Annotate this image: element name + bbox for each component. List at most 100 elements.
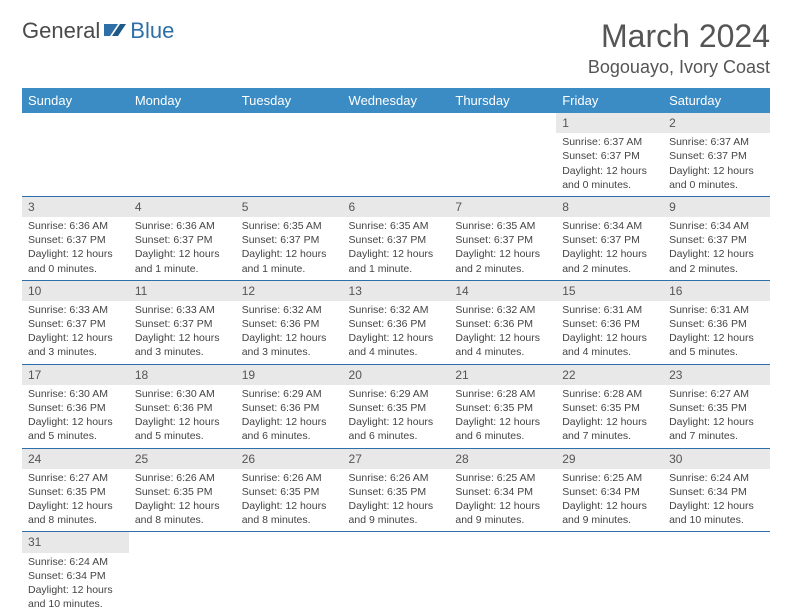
calendar-day-cell: 26Sunrise: 6:26 AMSunset: 6:35 PMDayligh…: [236, 448, 343, 532]
day-number: 30: [663, 449, 770, 469]
day-details: Sunrise: 6:36 AMSunset: 6:37 PMDaylight:…: [129, 217, 236, 280]
weekday-header: Saturday: [663, 88, 770, 113]
day-details: Sunrise: 6:31 AMSunset: 6:36 PMDaylight:…: [556, 301, 663, 364]
day-details: Sunrise: 6:32 AMSunset: 6:36 PMDaylight:…: [449, 301, 556, 364]
day-number: 26: [236, 449, 343, 469]
calendar-day-cell: 17Sunrise: 6:30 AMSunset: 6:36 PMDayligh…: [22, 364, 129, 448]
calendar-day-cell: 22Sunrise: 6:28 AMSunset: 6:35 PMDayligh…: [556, 364, 663, 448]
calendar-day-cell: 1Sunrise: 6:37 AMSunset: 6:37 PMDaylight…: [556, 113, 663, 196]
calendar-day-cell: 16Sunrise: 6:31 AMSunset: 6:36 PMDayligh…: [663, 280, 770, 364]
day-number: 14: [449, 281, 556, 301]
day-number: 21: [449, 365, 556, 385]
day-number: 9: [663, 197, 770, 217]
calendar-table: SundayMondayTuesdayWednesdayThursdayFrid…: [22, 88, 770, 615]
calendar-week-row: 31Sunrise: 6:24 AMSunset: 6:34 PMDayligh…: [22, 532, 770, 615]
calendar-day-cell: .....: [343, 113, 450, 196]
weekday-header: Wednesday: [343, 88, 450, 113]
calendar-week-row: 10Sunrise: 6:33 AMSunset: 6:37 PMDayligh…: [22, 280, 770, 364]
calendar-day-cell: .....: [22, 113, 129, 196]
day-details: Sunrise: 6:32 AMSunset: 6:36 PMDaylight:…: [236, 301, 343, 364]
calendar-day-cell: 3Sunrise: 6:36 AMSunset: 6:37 PMDaylight…: [22, 196, 129, 280]
calendar-day-cell: 28Sunrise: 6:25 AMSunset: 6:34 PMDayligh…: [449, 448, 556, 532]
calendar-day-cell: 30Sunrise: 6:24 AMSunset: 6:34 PMDayligh…: [663, 448, 770, 532]
calendar-day-cell: 10Sunrise: 6:33 AMSunset: 6:37 PMDayligh…: [22, 280, 129, 364]
day-details: Sunrise: 6:33 AMSunset: 6:37 PMDaylight:…: [22, 301, 129, 364]
day-number: 22: [556, 365, 663, 385]
calendar-day-cell: 15Sunrise: 6:31 AMSunset: 6:36 PMDayligh…: [556, 280, 663, 364]
weekday-header: Sunday: [22, 88, 129, 113]
day-number: 1: [556, 113, 663, 133]
day-details: Sunrise: 6:30 AMSunset: 6:36 PMDaylight:…: [129, 385, 236, 448]
day-details: Sunrise: 6:32 AMSunset: 6:36 PMDaylight:…: [343, 301, 450, 364]
day-details: Sunrise: 6:35 AMSunset: 6:37 PMDaylight:…: [343, 217, 450, 280]
calendar-day-cell: 8Sunrise: 6:34 AMSunset: 6:37 PMDaylight…: [556, 196, 663, 280]
day-details: Sunrise: 6:30 AMSunset: 6:36 PMDaylight:…: [22, 385, 129, 448]
day-details: Sunrise: 6:25 AMSunset: 6:34 PMDaylight:…: [556, 469, 663, 532]
day-number: 13: [343, 281, 450, 301]
day-number: 11: [129, 281, 236, 301]
day-number: 15: [556, 281, 663, 301]
calendar-day-cell: 23Sunrise: 6:27 AMSunset: 6:35 PMDayligh…: [663, 364, 770, 448]
day-number: 5: [236, 197, 343, 217]
location: Bogouayo, Ivory Coast: [588, 57, 770, 78]
day-details: Sunrise: 6:28 AMSunset: 6:35 PMDaylight:…: [449, 385, 556, 448]
day-details: Sunrise: 6:34 AMSunset: 6:37 PMDaylight:…: [556, 217, 663, 280]
day-number: 27: [343, 449, 450, 469]
day-number: 31: [22, 532, 129, 552]
day-number: 20: [343, 365, 450, 385]
calendar-week-row: 17Sunrise: 6:30 AMSunset: 6:36 PMDayligh…: [22, 364, 770, 448]
weekday-header: Tuesday: [236, 88, 343, 113]
day-number: 2: [663, 113, 770, 133]
calendar-day-cell: 18Sunrise: 6:30 AMSunset: 6:36 PMDayligh…: [129, 364, 236, 448]
day-number: 4: [129, 197, 236, 217]
day-number: 17: [22, 365, 129, 385]
day-number: 7: [449, 197, 556, 217]
day-details: Sunrise: 6:26 AMSunset: 6:35 PMDaylight:…: [129, 469, 236, 532]
day-details: Sunrise: 6:26 AMSunset: 6:35 PMDaylight:…: [236, 469, 343, 532]
day-details: Sunrise: 6:28 AMSunset: 6:35 PMDaylight:…: [556, 385, 663, 448]
flag-icon: [104, 18, 126, 44]
calendar-day-cell: .....: [663, 532, 770, 615]
day-details: Sunrise: 6:27 AMSunset: 6:35 PMDaylight:…: [22, 469, 129, 532]
calendar-day-cell: .....: [236, 113, 343, 196]
day-details: Sunrise: 6:37 AMSunset: 6:37 PMDaylight:…: [663, 133, 770, 196]
day-details: Sunrise: 6:35 AMSunset: 6:37 PMDaylight:…: [236, 217, 343, 280]
calendar-day-cell: 21Sunrise: 6:28 AMSunset: 6:35 PMDayligh…: [449, 364, 556, 448]
day-number: 8: [556, 197, 663, 217]
calendar-week-row: 24Sunrise: 6:27 AMSunset: 6:35 PMDayligh…: [22, 448, 770, 532]
day-details: Sunrise: 6:33 AMSunset: 6:37 PMDaylight:…: [129, 301, 236, 364]
day-number: 19: [236, 365, 343, 385]
day-number: 18: [129, 365, 236, 385]
calendar-week-row: 3Sunrise: 6:36 AMSunset: 6:37 PMDaylight…: [22, 196, 770, 280]
calendar-week-row: .........................1Sunrise: 6:37 …: [22, 113, 770, 196]
logo-text-blue: Blue: [130, 18, 174, 44]
day-number: 23: [663, 365, 770, 385]
day-details: Sunrise: 6:35 AMSunset: 6:37 PMDaylight:…: [449, 217, 556, 280]
weekday-header: Monday: [129, 88, 236, 113]
calendar-day-cell: 6Sunrise: 6:35 AMSunset: 6:37 PMDaylight…: [343, 196, 450, 280]
day-number: 25: [129, 449, 236, 469]
calendar-day-cell: 7Sunrise: 6:35 AMSunset: 6:37 PMDaylight…: [449, 196, 556, 280]
month-title: March 2024: [588, 18, 770, 55]
weekday-header-row: SundayMondayTuesdayWednesdayThursdayFrid…: [22, 88, 770, 113]
calendar-day-cell: 27Sunrise: 6:26 AMSunset: 6:35 PMDayligh…: [343, 448, 450, 532]
day-number: 28: [449, 449, 556, 469]
calendar-day-cell: 12Sunrise: 6:32 AMSunset: 6:36 PMDayligh…: [236, 280, 343, 364]
header: General Blue March 2024 Bogouayo, Ivory …: [22, 18, 770, 78]
calendar-day-cell: 19Sunrise: 6:29 AMSunset: 6:36 PMDayligh…: [236, 364, 343, 448]
calendar-day-cell: 25Sunrise: 6:26 AMSunset: 6:35 PMDayligh…: [129, 448, 236, 532]
day-details: Sunrise: 6:29 AMSunset: 6:36 PMDaylight:…: [236, 385, 343, 448]
day-number: 6: [343, 197, 450, 217]
calendar-day-cell: .....: [449, 113, 556, 196]
day-details: Sunrise: 6:25 AMSunset: 6:34 PMDaylight:…: [449, 469, 556, 532]
calendar-day-cell: .....: [129, 532, 236, 615]
calendar-day-cell: .....: [556, 532, 663, 615]
calendar-day-cell: 4Sunrise: 6:36 AMSunset: 6:37 PMDaylight…: [129, 196, 236, 280]
day-details: Sunrise: 6:31 AMSunset: 6:36 PMDaylight:…: [663, 301, 770, 364]
calendar-day-cell: 2Sunrise: 6:37 AMSunset: 6:37 PMDaylight…: [663, 113, 770, 196]
weekday-header: Friday: [556, 88, 663, 113]
calendar-day-cell: 5Sunrise: 6:35 AMSunset: 6:37 PMDaylight…: [236, 196, 343, 280]
weekday-header: Thursday: [449, 88, 556, 113]
calendar-day-cell: 29Sunrise: 6:25 AMSunset: 6:34 PMDayligh…: [556, 448, 663, 532]
day-number: 16: [663, 281, 770, 301]
